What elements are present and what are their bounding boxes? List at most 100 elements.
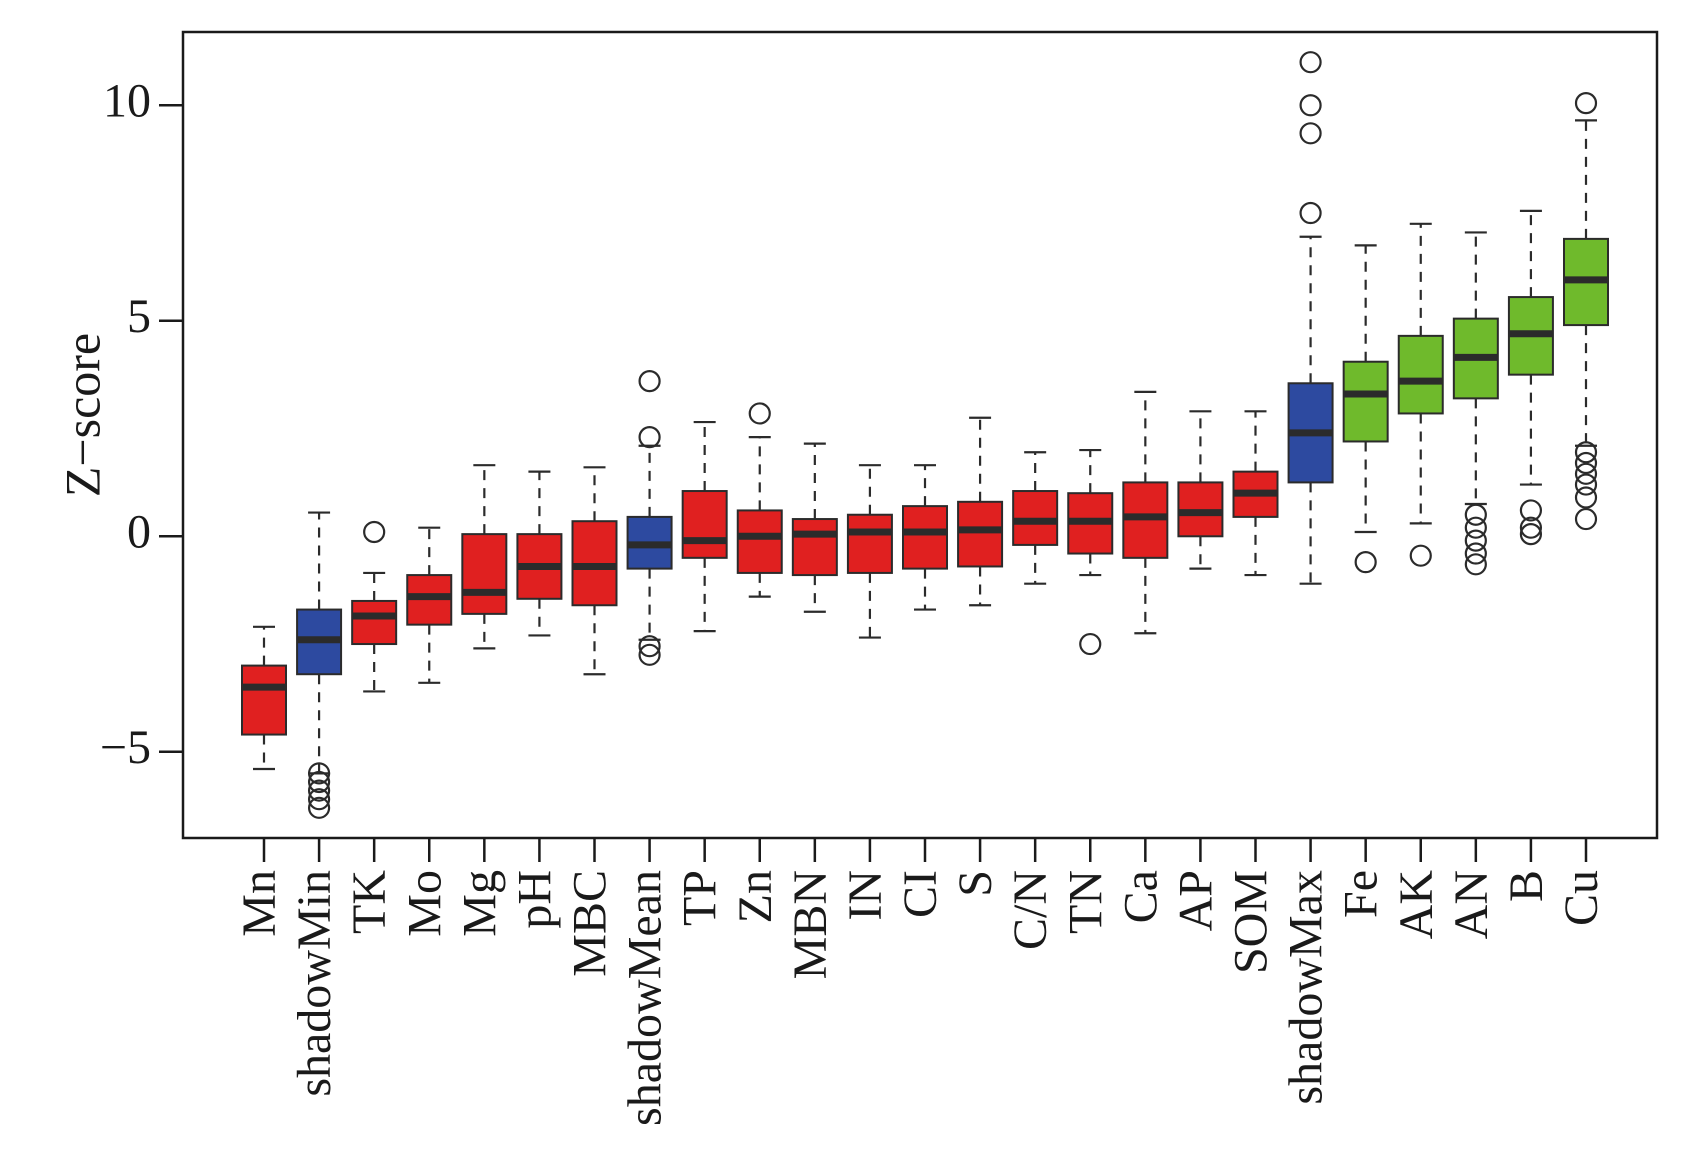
x-tick-label: AN (1445, 870, 1498, 939)
box-mbc (571, 466, 618, 676)
x-tick-label: Zn (729, 870, 782, 923)
outlier-point (1574, 473, 1598, 496)
outlier-point (638, 635, 661, 658)
x-tick-label: Mo (398, 870, 451, 937)
box-mbn (791, 442, 838, 613)
x-axis: Mn shadowMin TK Mo Mg pH MBC shadowMean TP Zn MBN I… (233, 838, 1608, 1126)
outlier-point (1299, 94, 1322, 117)
outlier-point (1464, 516, 1487, 539)
outlier-point (748, 402, 771, 425)
box-tp (681, 420, 728, 633)
box-som (1232, 410, 1279, 577)
x-tick-label: Mg (453, 870, 506, 937)
x-tick-label: AP (1169, 870, 1222, 931)
outlier-point (1079, 632, 1102, 656)
outlier-point (363, 520, 386, 544)
outlier-point (638, 426, 661, 449)
outlier-point (1519, 516, 1543, 539)
x-tick-label: AK (1390, 870, 1443, 940)
x-tick-label: C/N (1004, 870, 1057, 950)
box-ph (516, 470, 563, 637)
box-c-n (1012, 451, 1059, 585)
outlier-point (1299, 122, 1322, 145)
x-tick-label: Fe (1335, 870, 1388, 918)
x-tick-label: S (949, 870, 1002, 897)
y-tick-label: 0 (127, 505, 151, 558)
box-b (1507, 209, 1554, 546)
x-tick-label: Mn (233, 870, 286, 937)
outlier-point (1574, 451, 1598, 475)
x-tick-label: TP (674, 870, 727, 926)
outlier-point (307, 796, 331, 819)
x-tick-label: shadowMean (619, 870, 672, 1126)
box-shadowmean (626, 370, 673, 666)
y-tick-label: 5 (127, 290, 151, 343)
box-body (461, 533, 508, 615)
box-body (241, 664, 287, 736)
x-tick-label: B (1500, 870, 1553, 902)
box-cu (1563, 92, 1609, 531)
outlier-point (307, 788, 331, 811)
box-shadowmin (296, 511, 343, 819)
box-body (1397, 334, 1444, 415)
box-body (681, 490, 728, 559)
box-tn (1067, 448, 1114, 656)
outlier-point (1574, 486, 1598, 509)
box-shadowmax (1287, 51, 1334, 585)
x-tick-label: SOM (1225, 870, 1278, 974)
outlier-point (1354, 551, 1377, 574)
box-body (351, 599, 398, 646)
box-body (902, 505, 948, 570)
box-fe (1342, 244, 1389, 574)
x-tick-label: pH (508, 870, 561, 929)
box-s (957, 416, 1004, 607)
box-mn (241, 625, 287, 771)
x-tick-label: shadowMax (1280, 870, 1333, 1105)
box-ak (1397, 222, 1444, 567)
y-axis: −5 0 5 10 (100, 74, 183, 774)
box-an (1452, 231, 1499, 576)
box-mg (461, 464, 508, 650)
x-tick-label: Ca (1114, 870, 1167, 923)
x-tick-label: IN (839, 870, 892, 921)
outlier-point (1464, 529, 1487, 552)
outlier-point (307, 770, 331, 794)
box-ci (902, 464, 948, 611)
box-zn (736, 402, 783, 598)
outlier-point (1574, 507, 1598, 531)
outlier-point (307, 762, 331, 785)
x-tick-label: shadowMin (288, 870, 341, 1097)
box-tk (351, 520, 398, 693)
box-body (791, 518, 838, 577)
outlier-point (1574, 441, 1598, 464)
box-body (846, 513, 893, 574)
y-tick-label: −5 (100, 721, 151, 774)
outlier-point (307, 779, 331, 802)
x-tick-label: MBC (564, 870, 617, 977)
x-tick-label: CI (894, 870, 947, 918)
x-tick-label: TN (1059, 870, 1112, 934)
outlier-point (638, 370, 661, 393)
box-ca (1122, 390, 1169, 635)
outlier-point (1519, 499, 1543, 522)
x-tick-label: TK (343, 870, 396, 934)
x-tick-label: MBN (784, 870, 837, 979)
box-in (846, 464, 893, 639)
box-ap (1177, 410, 1224, 570)
outlier-point (1299, 51, 1322, 74)
outlier-point (1464, 542, 1487, 565)
boxes-layer (241, 51, 1609, 819)
outlier-point (1409, 544, 1432, 567)
outlier-point (1464, 553, 1487, 576)
outlier-point (1464, 503, 1487, 526)
box-body (1342, 360, 1389, 443)
y-axis-title: Z−score (54, 333, 110, 497)
outlier-point (1519, 523, 1543, 546)
outlier-point (1299, 201, 1322, 225)
plot-frame (181, 30, 1659, 840)
box-mo (406, 526, 453, 684)
outlier-point (638, 643, 661, 666)
y-tick-label: 10 (103, 74, 151, 127)
outlier-point (1574, 462, 1598, 485)
